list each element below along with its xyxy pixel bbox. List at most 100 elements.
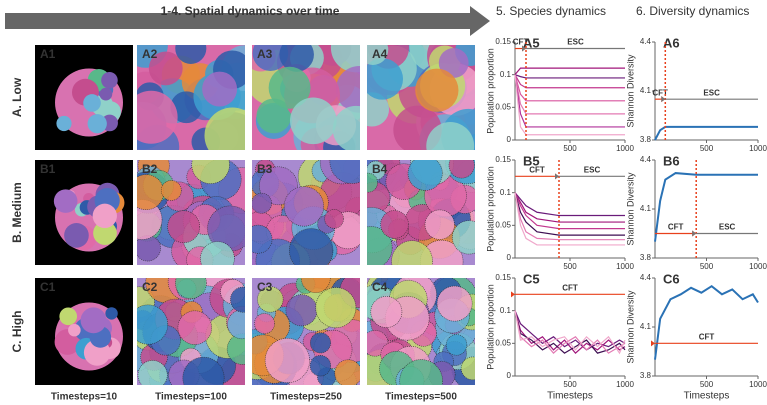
patch [380, 210, 409, 239]
series-line [654, 172, 758, 242]
y-axis-label: Shannon Diversity [625, 290, 635, 364]
y-tick-label: 3.8 [640, 253, 652, 262]
y-tick-label: 4.1 [640, 86, 652, 95]
row-label: C. High [10, 311, 24, 353]
x-tick-label: 1000 [616, 380, 634, 389]
panel-label: A1 [40, 47, 56, 61]
series-line [514, 192, 625, 241]
spatial-panel [35, 160, 133, 265]
chart-label: A5 [523, 35, 540, 50]
panel-label: C2 [142, 280, 158, 294]
panel-label: A3 [257, 47, 273, 61]
patch [315, 287, 357, 329]
patch [407, 160, 443, 191]
arrow-head [522, 45, 526, 52]
series-line [514, 310, 626, 355]
patch [148, 51, 183, 86]
patch [330, 45, 360, 73]
chart-label: A6 [663, 35, 680, 50]
series-line [514, 74, 625, 79]
patch [332, 105, 360, 150]
patch [160, 180, 182, 201]
annotation-label: ESC [584, 165, 601, 174]
y-tick-label: 0.05 [495, 338, 511, 347]
patch [182, 356, 225, 385]
panel-label: C4 [372, 280, 388, 294]
spatial-panel [252, 278, 360, 385]
patch [436, 285, 473, 322]
colony-patch [87, 114, 107, 134]
spatial-title: 1-4. Spatial dynamics over time [161, 4, 340, 18]
y-tick-label: 3.8 [640, 135, 652, 144]
x-tick-label: 1000 [749, 262, 767, 271]
spatial-panel [367, 45, 475, 150]
annotation-label: ESC [719, 223, 736, 232]
patch [268, 66, 311, 109]
patch [252, 224, 273, 254]
spatial-panel [252, 45, 360, 150]
series-line [654, 125, 758, 141]
spatial-panel [137, 45, 245, 150]
panel-label: C1 [40, 280, 56, 294]
patch [438, 48, 469, 78]
spatial-panel [367, 160, 475, 265]
colony-patch [56, 115, 72, 132]
series-line [514, 74, 625, 128]
x-tick-label: 1000 [749, 144, 767, 153]
patch [415, 68, 459, 112]
y-tick-label: 0.1 [500, 188, 512, 197]
chart-label: B6 [663, 153, 680, 168]
patch [367, 45, 389, 65]
colony-patch [53, 189, 78, 213]
y-tick-label: 4.4 [640, 155, 652, 164]
patch [367, 226, 393, 265]
annotation-label: CFT [513, 38, 529, 47]
series-line [514, 74, 625, 102]
patch [230, 286, 245, 313]
patch [137, 90, 178, 144]
y-axis-label: Shannon Diversity [625, 172, 635, 246]
arrow-head [661, 96, 666, 103]
y-tick-label: 4.4 [640, 37, 652, 46]
patch [283, 186, 325, 227]
arrow-head [692, 230, 697, 237]
patch [137, 174, 165, 211]
diversity-title: 6. Diversity dynamics [636, 4, 749, 18]
annotation-label: CFT [668, 223, 684, 232]
spatial-panel [137, 160, 245, 265]
series-line [514, 192, 625, 246]
x-axis-label: Timesteps [684, 391, 730, 402]
colony-patch [68, 323, 81, 337]
spatial-panel [35, 45, 133, 150]
colony-patch [93, 221, 117, 246]
annotation-label: CFT [529, 165, 545, 174]
chart-label: C5 [523, 271, 540, 286]
spatial-panel [137, 278, 245, 385]
series-line [514, 192, 625, 230]
x-tick-label: 500 [700, 380, 714, 389]
patch [279, 45, 314, 72]
patch [207, 205, 245, 252]
spatial-panel [35, 278, 133, 385]
patch [329, 160, 360, 184]
colony-patch [101, 71, 118, 89]
y-tick-label: 0.15 [495, 155, 511, 164]
patch [202, 71, 238, 107]
patch [448, 160, 475, 179]
patch [167, 210, 201, 244]
patch [137, 304, 169, 345]
patch [252, 192, 273, 214]
patch [309, 355, 332, 377]
series-line [514, 74, 625, 115]
panel-label: B2 [142, 162, 158, 176]
patch [324, 209, 344, 229]
patch [191, 160, 230, 184]
colony-patch [59, 307, 78, 326]
patch [252, 45, 289, 72]
series-line [514, 310, 626, 354]
row-label: B. Medium [10, 182, 24, 243]
y-tick-label: 0.1 [500, 70, 512, 79]
x-tick-label: 500 [563, 144, 577, 153]
patch [137, 360, 168, 385]
y-tick-label: 0 [507, 135, 512, 144]
